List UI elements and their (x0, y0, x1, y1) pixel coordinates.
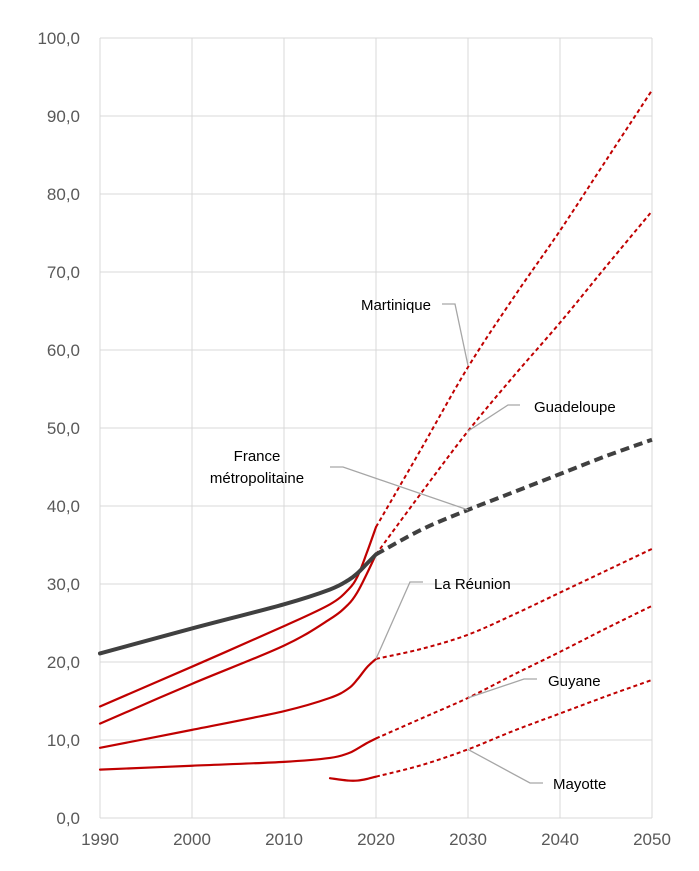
y-tick-label: 50,0 (47, 419, 80, 438)
x-tick-label: 2020 (357, 830, 395, 849)
y-tick-label: 40,0 (47, 497, 80, 516)
guyane-label: Guyane (548, 673, 601, 690)
guyane-observed-line (98, 737, 378, 771)
x-tick-label: 1990 (81, 830, 119, 849)
mayotte-leader-line (467, 748, 543, 784)
y-tick-label: 80,0 (47, 185, 80, 204)
y-tick-label: 20,0 (47, 653, 80, 672)
mayotte-projected-line (375, 678, 653, 778)
gridlines (99, 37, 653, 819)
martinique-projected-line (375, 89, 653, 528)
guadeloupe-label: Guadeloupe (534, 399, 616, 416)
martinique-label: Martinique (361, 297, 431, 314)
x-tick-label: 2030 (449, 830, 487, 849)
y-tick-label: 100,0 (37, 29, 80, 48)
la-reunion-label: La Réunion (434, 576, 511, 593)
la-reunion-observed-line (98, 657, 378, 749)
guyane-projected-line (375, 604, 653, 740)
y-tick-label: 30,0 (47, 575, 80, 594)
x-axis-tick-labels: 1990 2000 2010 2020 2030 2040 2050 (81, 830, 671, 849)
y-tick-label: 10,0 (47, 731, 80, 750)
x-tick-label: 2040 (541, 830, 579, 849)
x-tick-label: 2010 (265, 830, 303, 849)
la-reunion-projected-line (375, 547, 653, 660)
annotation-labels: Martinique Guadeloupe France métropolitaine… (210, 297, 616, 793)
martinique-observed-line (98, 525, 378, 708)
martinique-leader-line (442, 303, 469, 366)
guyane-leader-line (467, 678, 537, 699)
annotation-leaders (330, 303, 543, 784)
y-axis-tick-labels: 0,0 10,0 20,0 30,0 40,0 50,0 60,0 70,0 80,0 90,0 1… (37, 29, 80, 828)
france-metropolitaine-leader-line (330, 466, 469, 511)
y-tick-label: 90,0 (47, 107, 80, 126)
france-metropolitaine-observed-line (98, 552, 378, 656)
y-tick-label: 0,0 (56, 809, 80, 828)
x-tick-label: 2000 (173, 830, 211, 849)
guadeloupe-leader-line (467, 404, 520, 432)
guadeloupe-projected-line (375, 210, 653, 555)
la-reunion-leader-line (375, 581, 423, 660)
x-tick-label: 2050 (633, 830, 671, 849)
y-tick-label: 60,0 (47, 341, 80, 360)
mayotte-label: Mayotte (553, 776, 606, 793)
y-tick-label: 70,0 (47, 263, 80, 282)
france-metropolitaine-label: France métropolitaine (210, 448, 304, 487)
mayotte-observed-line (328, 775, 378, 782)
guadeloupe-observed-line (98, 553, 378, 725)
series-lines (98, 89, 653, 782)
